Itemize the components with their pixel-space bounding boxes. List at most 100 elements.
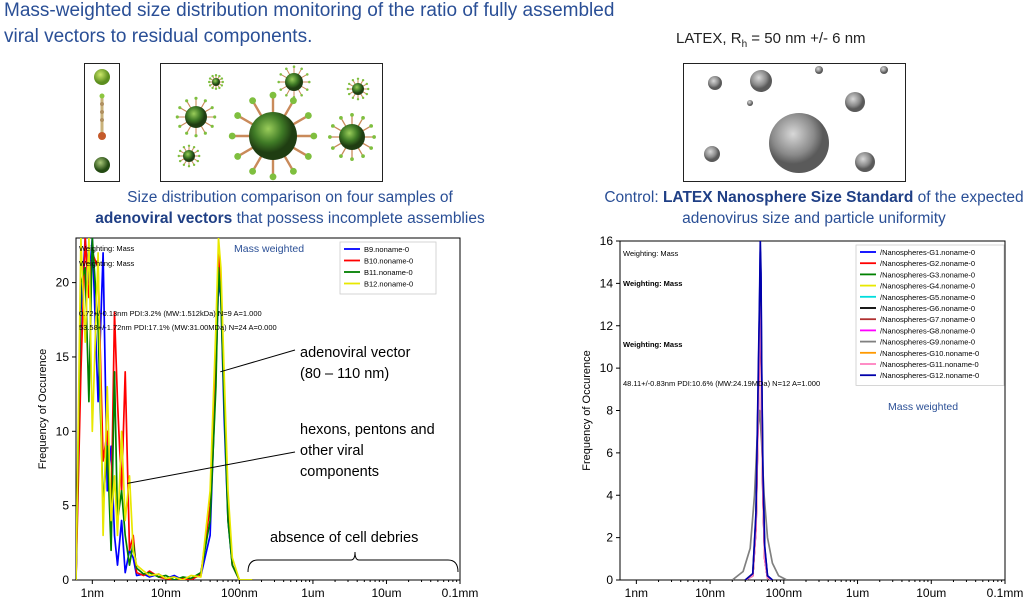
virus-fiber-knob <box>347 92 351 96</box>
stats-line: 53.58+/-1.72nm PDI:17.1% (MW:31.00MDa) N… <box>79 323 277 332</box>
virus-fiber-knob <box>310 132 318 140</box>
series-group <box>731 241 788 580</box>
virus-fiber-knob <box>218 86 221 90</box>
virus-fiber-knob <box>369 146 373 150</box>
hexon-sphere-icon <box>94 69 110 85</box>
virus-capsid <box>339 124 365 150</box>
virus-fiber-knob <box>361 116 365 120</box>
virus-fiber-knob <box>214 74 218 77</box>
virus-fiber-knob <box>218 74 221 78</box>
virus-fiber-knob <box>350 113 354 117</box>
left-chart-caption: Size distribution comparison on four sam… <box>76 187 504 229</box>
x-tick-label: 10um <box>916 586 946 600</box>
y-tick-label: 2 <box>606 531 613 545</box>
series-line <box>731 409 788 580</box>
annotation-text: hexons, pentons and <box>300 422 435 438</box>
mass-weighted-label: Mass weighted <box>234 243 304 255</box>
legend-entry: /Nanospheres-G8.noname-0 <box>880 326 975 335</box>
latex-label-suffix: = 50 nm +/- 6 nm <box>747 30 866 47</box>
virus-fiber-knob <box>304 152 312 160</box>
latex-sphere <box>750 70 772 92</box>
virus-capsid <box>249 112 297 160</box>
virus-fiber-knob <box>220 77 224 80</box>
virus-fiber-knob <box>196 149 200 153</box>
legend-entry: /Nanospheres-G7.noname-0 <box>880 315 975 324</box>
virus-fiber-knob <box>208 77 212 80</box>
latex-sphere <box>747 100 753 106</box>
left-caption-rest: that possess incomplete assemblies <box>232 210 485 227</box>
virus-fiber-knob <box>277 80 280 84</box>
x-tick-label: 10nm <box>151 586 181 600</box>
viral-component-strip-image <box>84 63 120 182</box>
y-tick-label: 14 <box>600 276 614 290</box>
virus-fiber-knob <box>211 74 214 78</box>
virus-capsid <box>212 78 220 86</box>
virus-fiber-knob <box>249 167 257 175</box>
virus-fiber-knob <box>192 163 196 167</box>
virus-fiber-knob <box>346 87 349 91</box>
virus-fiber-knob <box>178 149 182 153</box>
virus-fiber-knob <box>177 154 180 158</box>
legend-entry: /Nanospheres-G2.noname-0 <box>880 259 975 268</box>
x-tick-label: 100nm <box>221 586 258 600</box>
virus-fiber-knob <box>279 88 283 91</box>
virus-fiber-knob <box>269 91 277 99</box>
virus-fiber-knob <box>361 96 365 100</box>
virus-fiber-knob <box>210 106 214 110</box>
latex-sphere <box>880 66 888 74</box>
virus-fiber-knob <box>178 159 182 163</box>
weighting-label: Weighting: Mass <box>623 340 682 349</box>
x-tick-label: 0.1mm <box>987 586 1024 600</box>
virus-capsid <box>185 106 207 128</box>
virus-fiber-knob <box>234 152 242 160</box>
legend-entry: B11.noname-0 <box>364 268 413 277</box>
virus-fiber-knob <box>269 173 277 181</box>
virus-fiber-knob <box>198 154 201 158</box>
latex-sphere <box>769 113 829 173</box>
y-tick-label: 8 <box>606 404 613 418</box>
y-tick-label: 0 <box>606 573 613 587</box>
y-tick-label: 15 <box>56 350 70 364</box>
virus-fiber-knob <box>187 144 191 147</box>
annotation-pointer <box>127 451 296 484</box>
virus-fiber-knob <box>356 77 360 80</box>
legend-entry: /Nanospheres-G4.noname-0 <box>880 282 975 291</box>
virus-fiber-knob <box>361 154 365 158</box>
annotation-text: (80 – 110 nm) <box>300 366 389 382</box>
legend-entry: /Nanospheres-G12.noname-0 <box>880 371 979 380</box>
virus-fiber-knob <box>367 87 370 91</box>
virus-fiber-knob <box>178 124 182 128</box>
virus-fiber-knob <box>196 159 200 163</box>
virus-capsid <box>352 83 364 95</box>
latex-sphere <box>815 66 823 74</box>
virus-fiber-knob <box>220 84 224 87</box>
virus-particle <box>277 65 311 99</box>
virus-fiber-knob <box>339 154 343 158</box>
virus-fiber-knob <box>339 116 343 120</box>
x-tick-label: 0.1mm <box>442 586 479 600</box>
weighting-label: Weighting: Mass <box>79 259 135 268</box>
legend-entry: /Nanospheres-G9.noname-0 <box>880 338 975 347</box>
x-tick-label: 1um <box>301 586 324 600</box>
x-tick-label: 1nm <box>81 586 104 600</box>
virus-fiber-knob <box>289 167 297 175</box>
virus-fiber-knob <box>234 112 242 120</box>
latex-size-distribution-chart: 02468101214161nm10nm100nm1um10um0.1mmRad… <box>581 234 1024 600</box>
annotation-text: components <box>300 464 379 480</box>
virus-fiber-knob <box>194 96 198 100</box>
penton-sphere-icon <box>94 157 110 173</box>
virus-fiber-knob <box>305 73 309 76</box>
legend-entry: /Nanospheres-G11.noname-0 <box>880 360 979 369</box>
virus-fiber-knob <box>211 86 214 90</box>
x-tick-label: 1nm <box>625 586 648 600</box>
virus-fiber-knob <box>361 78 365 82</box>
latex-label-subscript: h <box>741 39 748 50</box>
series-line <box>76 238 253 580</box>
virus-fiber-knob <box>182 145 186 149</box>
viral-components-illustration <box>94 69 110 173</box>
annotation-text: adenoviral vector <box>300 345 411 361</box>
virus-fiber-knob <box>347 82 351 86</box>
left-caption-line1: Size distribution comparison on four sam… <box>127 189 453 206</box>
latex-sphere <box>704 146 720 162</box>
legend-entry: /Nanospheres-G3.noname-0 <box>880 270 975 279</box>
